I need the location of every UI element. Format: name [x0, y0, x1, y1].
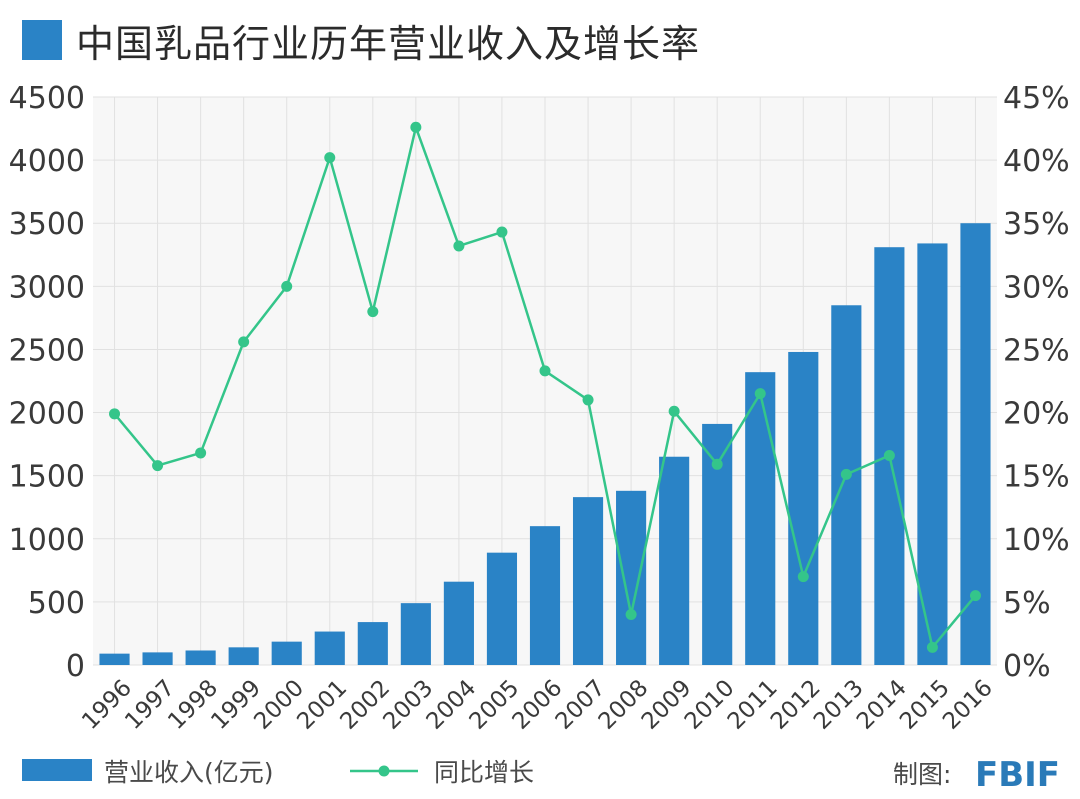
x-tick-label: 2012	[766, 675, 826, 735]
x-tick-label: 2014	[852, 675, 912, 735]
bar	[142, 652, 173, 665]
x-tick-label: 2013	[809, 675, 869, 735]
bar	[271, 641, 302, 665]
title-block: 中国乳品行业历年营业收入及增长率	[22, 10, 700, 70]
x-tick-label: 2007	[551, 675, 611, 735]
left-tick-label: 4000	[9, 144, 85, 179]
bar	[572, 497, 604, 665]
right-tick-label: 35%	[1003, 207, 1070, 242]
legend-line-label: 同比增长	[434, 758, 534, 787]
x-tick-label: 2005	[465, 675, 525, 735]
x-tick-label: 2011	[723, 675, 783, 735]
bar	[529, 526, 561, 665]
bar	[917, 243, 948, 665]
bar	[185, 650, 216, 665]
left-tick-label: 1500	[9, 460, 85, 495]
x-tick-label: 2009	[637, 675, 697, 735]
x-tick-label: 2016	[938, 675, 998, 735]
right-tick-label: 20%	[1003, 397, 1070, 432]
line-point	[410, 121, 422, 133]
right-tick-label: 25%	[1003, 333, 1070, 368]
line-point	[109, 408, 121, 420]
x-tick-label: 2000	[249, 675, 309, 735]
line-series	[109, 121, 981, 653]
bar	[616, 490, 647, 665]
left-tick-label: 2000	[9, 397, 85, 432]
right-tick-label: 30%	[1003, 270, 1070, 305]
x-tick-label: 2006	[508, 675, 568, 735]
x-tick-label: 2004	[422, 675, 482, 735]
line-point	[324, 152, 336, 164]
x-tick-label: 1998	[163, 675, 223, 735]
right-axis-ticks: 0% 5% 10% 15% 20% 25% 30% 35% 40% 45%	[1003, 81, 1070, 684]
legend: 营业收入(亿元) 同比增长	[22, 758, 534, 787]
chart-title: 中国乳品行业历年营业收入及增长率	[76, 21, 701, 66]
x-tick-label: 1999	[206, 675, 266, 735]
line-point	[711, 458, 723, 470]
line-point	[238, 336, 250, 348]
left-tick-label: 4500	[9, 81, 85, 116]
line-point	[195, 447, 207, 459]
title-square-icon	[22, 20, 62, 60]
x-tick-label: 2008	[594, 675, 654, 735]
x-tick-label: 1997	[120, 675, 180, 735]
credit-label: 制图:	[893, 760, 951, 789]
bar	[99, 653, 130, 665]
line-point	[926, 641, 938, 653]
right-tick-label: 40%	[1003, 144, 1070, 179]
line-point	[883, 449, 895, 461]
left-tick-label: 2500	[9, 333, 85, 368]
legend-line-marker	[378, 765, 390, 777]
line-point	[840, 468, 852, 480]
bar	[400, 603, 431, 665]
bar	[745, 372, 776, 665]
line-point	[668, 405, 680, 417]
right-tick-label: 15%	[1003, 460, 1070, 495]
left-tick-label: 0	[66, 649, 85, 684]
x-tick-label: 2015	[895, 675, 955, 735]
x-tick-label: 2010	[680, 675, 740, 735]
line-point	[797, 571, 809, 583]
bar	[357, 622, 388, 665]
left-tick-label: 3000	[9, 270, 85, 305]
bar	[659, 456, 690, 665]
bar	[228, 647, 259, 665]
x-axis-ticks: 1996199719981999200020012002200320042005…	[77, 675, 998, 735]
x-tick-label: 2002	[335, 675, 395, 735]
right-tick-label: 45%	[1003, 81, 1070, 116]
line-point	[625, 609, 637, 621]
right-tick-label: 0%	[1003, 649, 1051, 684]
x-tick-label: 2003	[379, 675, 439, 735]
line-point	[754, 388, 766, 400]
right-tick-label: 5%	[1003, 586, 1051, 621]
line-point	[496, 226, 508, 238]
legend-bar-label: 营业收入(亿元)	[104, 758, 274, 787]
line-point	[582, 394, 594, 406]
left-tick-label: 500	[28, 586, 85, 621]
left-axis-ticks: 0 500 1000 1500 2000 2500 3000 3500 4000 4500	[9, 81, 85, 684]
bar	[831, 305, 862, 665]
left-tick-label: 1000	[9, 523, 85, 558]
legend-bar-swatch	[22, 759, 92, 781]
line-point	[367, 306, 379, 318]
line-point	[539, 365, 551, 377]
credit: 制图: FBIF	[893, 755, 1060, 795]
line-point	[281, 280, 293, 292]
credit-brand: FBIF	[975, 755, 1060, 795]
right-tick-label: 10%	[1003, 523, 1070, 558]
x-tick-label: 2001	[292, 675, 352, 735]
line-point	[969, 590, 981, 602]
x-tick-label: 1996	[77, 675, 137, 735]
line-point	[152, 460, 164, 472]
bar	[443, 581, 474, 665]
bar	[788, 351, 819, 665]
bar	[314, 631, 345, 665]
bar	[486, 552, 518, 665]
line-point	[453, 240, 465, 252]
left-tick-label: 3500	[9, 207, 85, 242]
